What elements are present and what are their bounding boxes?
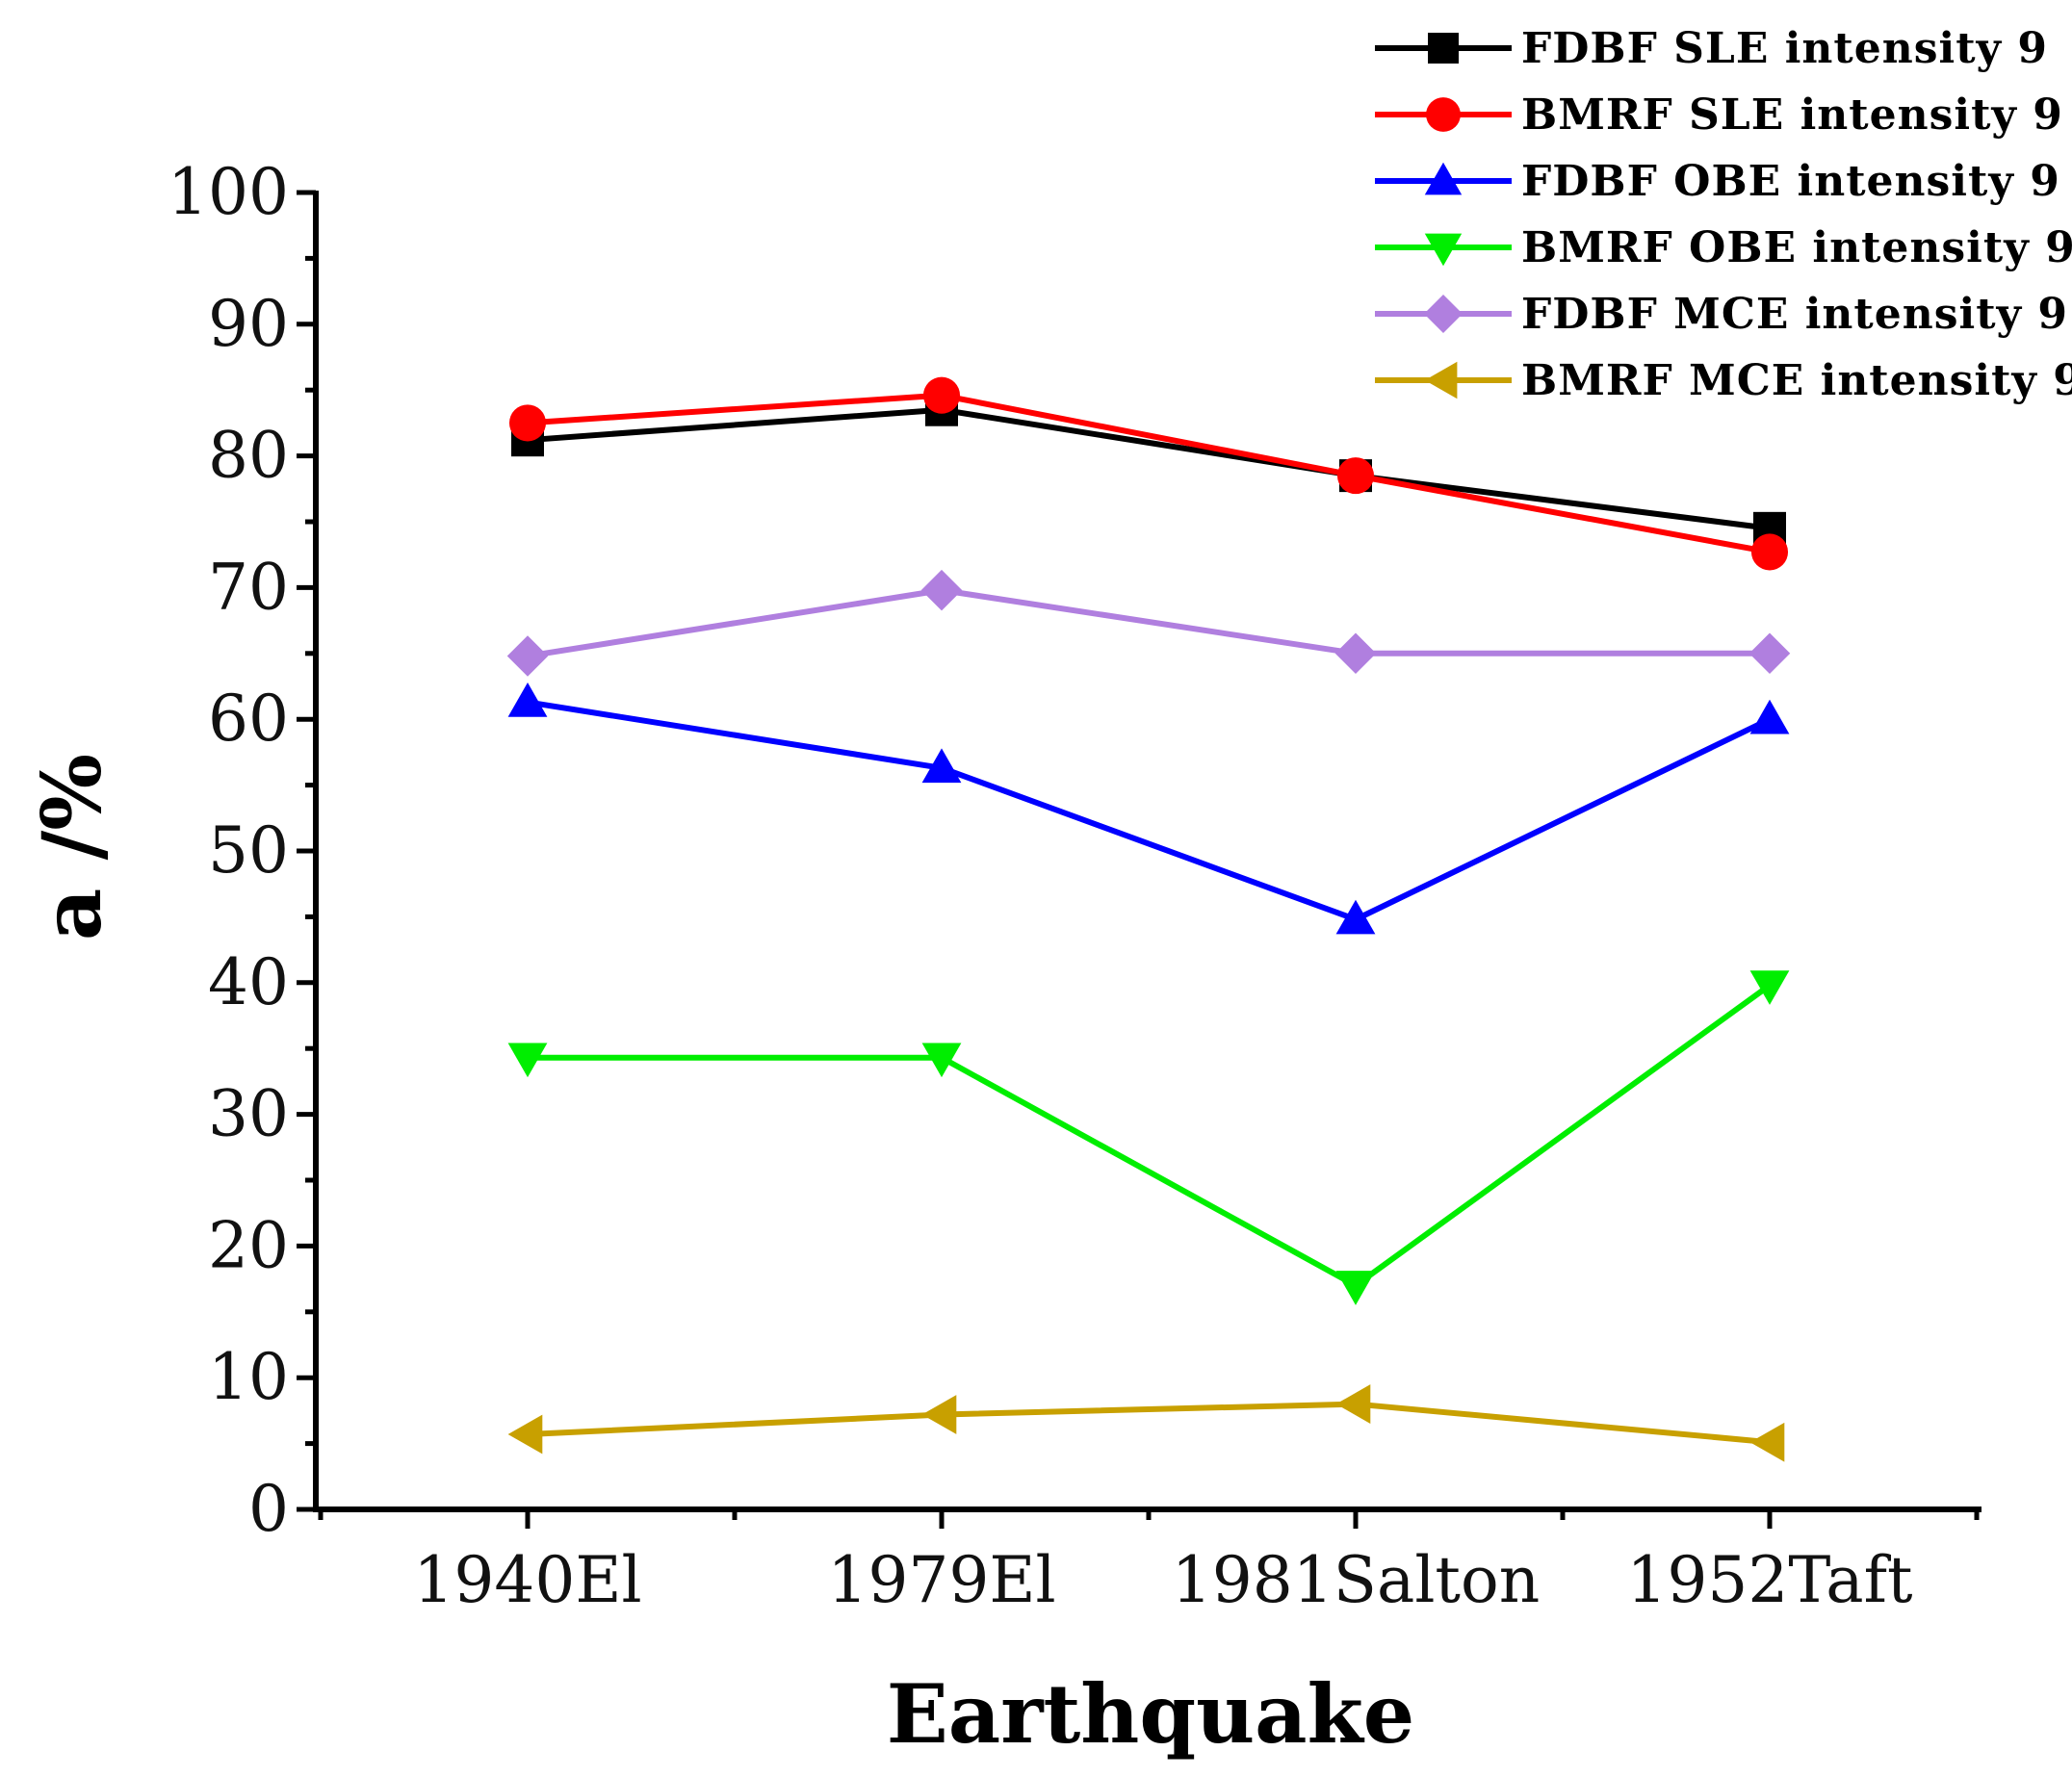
y-tick-label: 30 <box>208 1077 289 1151</box>
data-point <box>508 404 547 442</box>
data-point <box>1750 533 1789 571</box>
data-point <box>507 1414 543 1455</box>
data-point <box>1748 632 1791 675</box>
legend-label: BMRF MCE intensity 9 <box>1521 356 2072 405</box>
series-line <box>527 392 1771 555</box>
legend-item: BMRF SLE intensity 9 <box>1375 90 2063 140</box>
legend-label: FDBF MCE intensity 9 <box>1521 290 2068 339</box>
data-point <box>506 635 549 677</box>
legend-item: FDBF MCE intensity 9 <box>1375 290 2068 339</box>
data-point <box>507 1043 548 1078</box>
y-tick-label: 40 <box>208 945 289 1019</box>
legend-item: BMRF MCE intensity 9 <box>1375 356 2072 405</box>
legend-label: FDBF SLE intensity 9 <box>1521 24 2048 73</box>
y-tick-label: 50 <box>208 813 289 888</box>
series-line <box>527 406 1771 531</box>
data-point <box>1335 1271 1376 1305</box>
series-2 <box>508 376 1789 571</box>
legend-marker <box>1424 361 1458 399</box>
data-point <box>507 682 548 717</box>
legend-marker <box>1424 295 1463 333</box>
x-tick-label: 1979El <box>827 1543 1055 1617</box>
y-tick-label: 60 <box>208 682 289 756</box>
data-point <box>1749 970 1790 1005</box>
y-tick-label: 70 <box>208 550 289 624</box>
data-point <box>1335 899 1376 935</box>
legend-label: FDBF OBE intensity 9 <box>1521 157 2060 206</box>
series-4 <box>507 970 1790 1305</box>
data-point <box>922 376 961 414</box>
series-layer <box>506 376 1791 1462</box>
y-tick-label: 90 <box>208 287 289 361</box>
axes: 0 10 20 30 40 50 60 70 80 90 100 1940El 1979El 1981S… <box>168 155 1981 1617</box>
legend-marker <box>1426 97 1461 132</box>
data-point <box>921 1043 962 1078</box>
data-point <box>921 1395 957 1434</box>
series-5 <box>506 569 1791 677</box>
data-point <box>1749 1422 1785 1462</box>
y-tick-label: 80 <box>208 419 289 493</box>
series-line <box>527 1401 1771 1446</box>
x-axis-title: Earthquake <box>887 1666 1414 1762</box>
x-ticks: 1940El 1979El 1981Salton 1952Taft <box>318 1509 1980 1617</box>
y-tick-label: 20 <box>208 1208 289 1282</box>
legend-marker <box>1428 33 1459 64</box>
y-ticks: 0 10 20 30 40 50 60 70 80 90 100 <box>168 155 316 1546</box>
legend-item: FDBF SLE intensity 9 <box>1375 24 2048 73</box>
legend-item: FDBF OBE intensity 9 <box>1375 157 2060 206</box>
data-point <box>920 569 963 611</box>
legend-item: BMRF OBE intensity 9 <box>1375 223 2072 272</box>
series-line <box>527 699 1772 923</box>
data-point <box>921 748 962 784</box>
y-tick-label: 100 <box>168 155 289 229</box>
x-tick-label: 1952Taft <box>1626 1543 1912 1617</box>
y-tick-label: 0 <box>248 1472 289 1546</box>
x-tick-label: 1940El <box>413 1543 641 1617</box>
legend-label: BMRF OBE intensity 9 <box>1521 223 2072 272</box>
series-3 <box>507 682 1790 935</box>
series-line <box>527 587 1770 659</box>
legend-marker <box>1424 162 1463 195</box>
legend-marker <box>1424 233 1463 267</box>
data-point <box>1334 632 1377 675</box>
y-tick-label: 10 <box>208 1340 289 1414</box>
x-tick-label: 1981Salton <box>1172 1543 1540 1617</box>
y-axis-title: a /% <box>24 754 119 940</box>
data-point <box>1336 457 1375 495</box>
data-point <box>1335 1384 1371 1424</box>
legend-label: BMRF SLE intensity 9 <box>1521 90 2063 140</box>
series-6 <box>507 1384 1785 1462</box>
legend: FDBF SLE intensity 9 BMRF SLE intensity 9… <box>1375 24 2072 405</box>
data-point <box>1749 699 1790 734</box>
series-line <box>528 983 1772 1289</box>
